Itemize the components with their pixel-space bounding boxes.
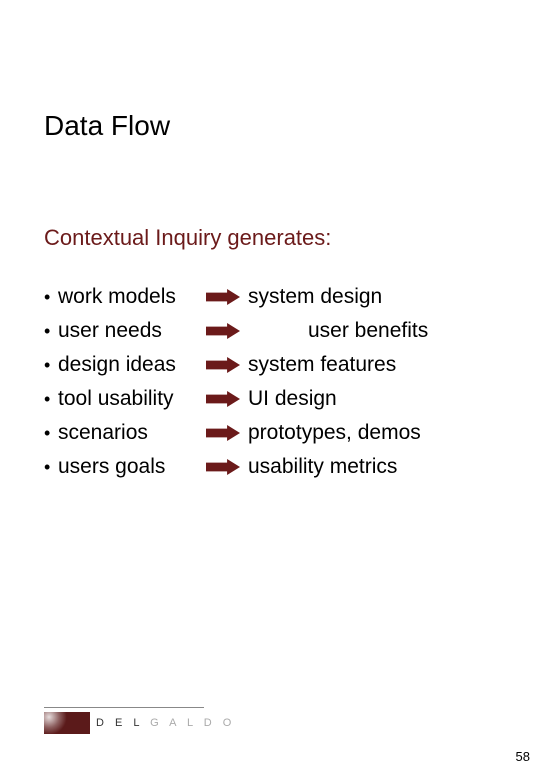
arrow-icon [206, 391, 240, 407]
slide-title: Data Flow [44, 110, 170, 142]
row-right-text: system features [248, 353, 504, 377]
logo-box: D E L G A L D O [44, 712, 235, 734]
bullet-icon: • [44, 450, 58, 484]
bullet-icon: • [44, 314, 58, 348]
row-right-text: system design [248, 285, 504, 309]
slide-subtitle: Contextual Inquiry generates: [44, 225, 331, 251]
arrow-cell [198, 289, 248, 305]
row-left-text: user needs [58, 319, 198, 343]
row-right-text: usability metrics [248, 455, 504, 479]
arrow-icon [206, 459, 240, 475]
arrow-icon [206, 425, 240, 441]
bullet-icon: • [44, 280, 58, 314]
arrow-cell [198, 323, 248, 339]
row-left-text: users goals [58, 455, 198, 479]
arrow-cell [198, 425, 248, 441]
bullet-icon: • [44, 382, 58, 416]
footer-logo: D E L G A L D O [44, 707, 235, 734]
row-left-text: tool usability [58, 387, 198, 411]
row-left-text: work models [58, 285, 198, 309]
arrow-icon [206, 357, 240, 373]
bullet-icon: • [44, 416, 58, 450]
slide: Data Flow Contextual Inquiry generates: … [0, 0, 540, 780]
list-row: •work models system design [44, 280, 504, 314]
arrow-icon [206, 323, 240, 339]
logo-text-dark: D E L [96, 717, 143, 729]
list-row: •scenarios prototypes, demos [44, 416, 504, 450]
list-row: •user needs user benefits [44, 314, 504, 348]
arrow-cell [198, 357, 248, 373]
row-left-text: scenarios [58, 421, 198, 445]
row-right-text: user benefits [248, 319, 504, 343]
page-number: 58 [516, 749, 530, 764]
arrow-icon [206, 289, 240, 305]
row-left-text: design ideas [58, 353, 198, 377]
arrow-cell [198, 459, 248, 475]
logo-text-light: G A L D O [150, 717, 235, 729]
row-right-text: prototypes, demos [248, 421, 504, 445]
bullet-icon: • [44, 348, 58, 382]
list-row: •design ideas system features [44, 348, 504, 382]
logo-text: D E L G A L D O [96, 717, 235, 729]
arrow-cell [198, 391, 248, 407]
row-right-text: UI design [248, 387, 504, 411]
footer-divider [44, 707, 204, 708]
logo-mark [44, 712, 90, 734]
content-area: •work models system design•user needs us… [44, 280, 504, 484]
list-row: •users goals usability metrics [44, 450, 504, 484]
list-row: •tool usability UI design [44, 382, 504, 416]
